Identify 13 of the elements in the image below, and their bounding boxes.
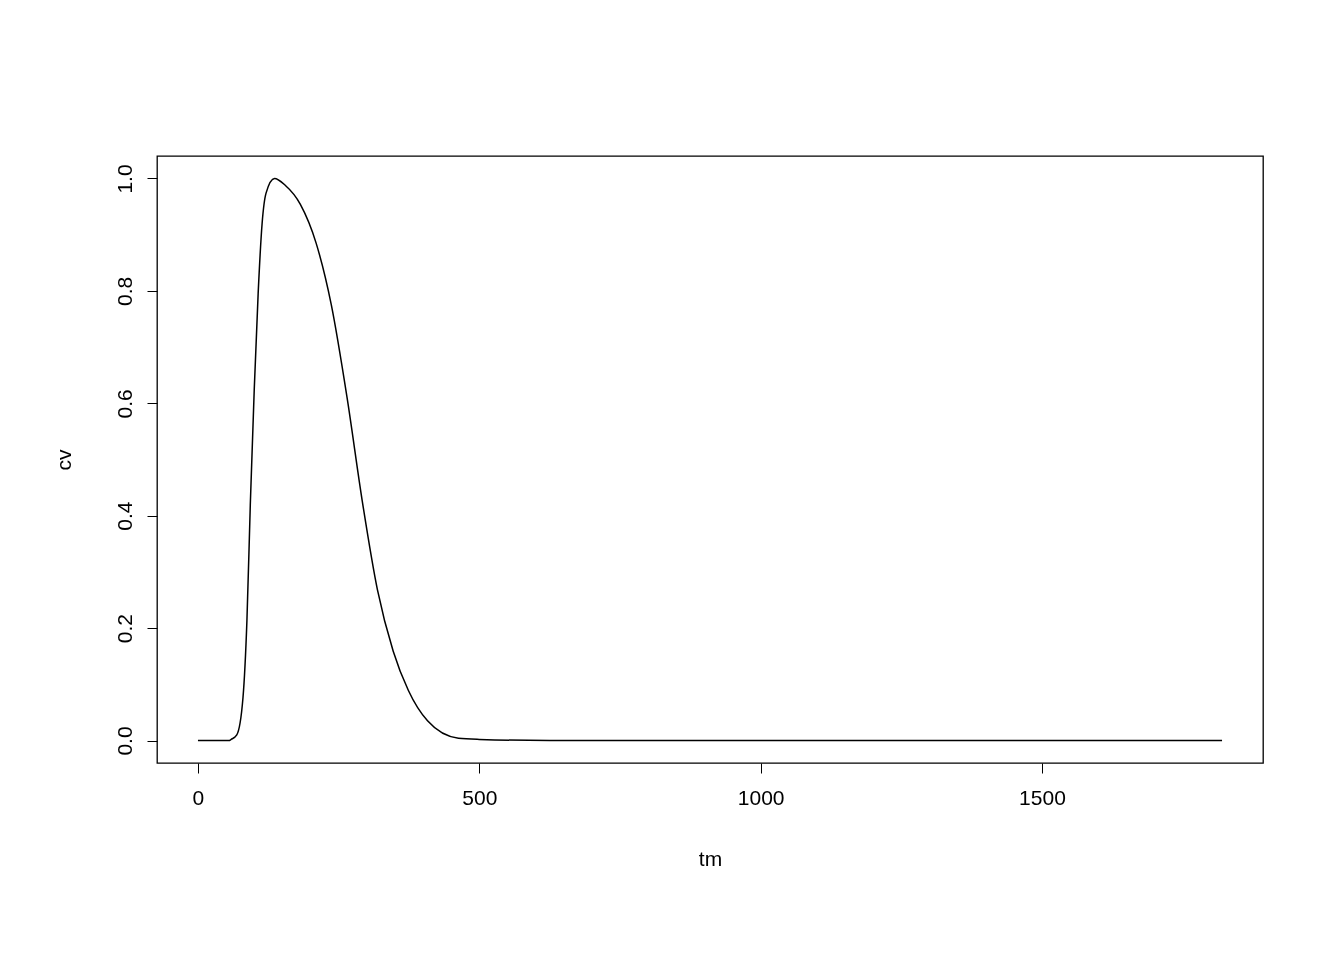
line-series	[197, 177, 1223, 742]
y-tick-label: 0.4	[112, 501, 136, 531]
x-tick-label: 500	[462, 785, 498, 809]
x-tick-label: 1500	[1019, 785, 1066, 809]
x-tick-label: 0	[192, 785, 205, 809]
y-tick-label: 0.6	[112, 389, 136, 419]
y-axis-title: cv	[51, 449, 75, 471]
y-tick-label: 0.0	[112, 726, 136, 756]
y-tick-label: 1.0	[112, 164, 136, 194]
x-axis-title: tm	[698, 846, 723, 870]
x-tick-label: 1000	[737, 785, 785, 809]
y-tick-label: 0.8	[112, 276, 136, 306]
y-tick-label: 0.2	[112, 614, 136, 644]
